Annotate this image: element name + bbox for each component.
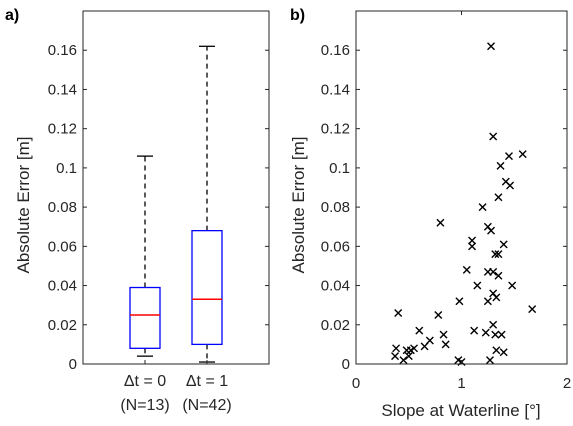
- panel-b-axes-box: [355, 10, 568, 365]
- scatter-point: [425, 336, 434, 345]
- scatter-point: [499, 348, 508, 357]
- panel-a-y-tick-label: 0: [69, 356, 77, 373]
- panel-b-y-tick-label: 0.12: [321, 121, 350, 138]
- scatter-point: [468, 242, 477, 251]
- scatter-point: [394, 309, 403, 318]
- scatter-point: [491, 330, 500, 339]
- scatter-point: [504, 152, 513, 161]
- scatter-point: [487, 42, 496, 51]
- panel-a-x-tick-label: Δt = 1: [186, 373, 228, 390]
- scatter-point: [487, 226, 496, 235]
- panel-b-y-tick-label: 0.08: [321, 199, 350, 216]
- panel-b-y-tick-label: 0.02: [321, 317, 350, 334]
- scatter-point: [492, 293, 501, 302]
- scatter-point: [470, 326, 479, 335]
- scatter-point: [439, 330, 448, 339]
- scatter-point: [528, 305, 537, 314]
- scatter-point: [485, 356, 494, 365]
- scatter-point: [462, 265, 471, 274]
- panel-a-y-tick-label: 0.02: [48, 317, 77, 334]
- panel-a-y-tick-label: 0.04: [48, 278, 77, 295]
- panel-a-y-tick-label: 0.12: [48, 121, 77, 138]
- scatter-point: [478, 203, 487, 212]
- scatter-point: [508, 281, 517, 290]
- scatter-point: [489, 267, 498, 276]
- scatter-point: [499, 240, 508, 249]
- panel-b-x-tick-label: 1: [457, 375, 465, 392]
- panel-a-x-tick-label: Δt = 0: [124, 373, 166, 390]
- panel-a-y-tick-label: 0.08: [48, 199, 77, 216]
- scatter-point: [410, 344, 419, 353]
- scatter-point: [399, 356, 408, 365]
- panel-b-y-tick-label: 0.06: [321, 238, 350, 255]
- scatter-point: [491, 250, 500, 259]
- panel-b-x-axis-label: Slope at Waterline [°]: [381, 401, 540, 420]
- scatter-point: [496, 161, 505, 170]
- panel-b-y-axis-label: Absolute Error [m]: [289, 137, 308, 274]
- scatter-point: [436, 218, 445, 227]
- scatter-point: [455, 297, 464, 306]
- panel-b-y-tick-label: 0.04: [321, 278, 350, 295]
- scatter-point: [434, 310, 443, 319]
- scatter-point: [473, 281, 482, 290]
- panel-a-axes-box: [82, 10, 270, 365]
- box-iqr: [129, 286, 161, 349]
- scatter-point: [518, 150, 527, 159]
- scatter-point: [391, 352, 400, 361]
- panel-b-y-tick-label: 0.14: [321, 81, 350, 98]
- scatter-point: [481, 328, 490, 337]
- panel-b-x-tick-label: 2: [563, 375, 571, 392]
- scatter-point: [489, 320, 498, 329]
- panel-a-boxplot: a) Absolute Error [m] 0 0.02 0.04 0.06 0.08 0…: [5, 7, 270, 414]
- scatter-point: [497, 330, 506, 339]
- panel-a-y-axis-label: Absolute Error [m]: [14, 137, 33, 274]
- scatter-point: [483, 297, 492, 306]
- panel-a-y-tick-label: 0.16: [48, 42, 77, 59]
- box-iqr: [191, 229, 223, 346]
- panel-a-x-tick-sublabel: (N=13): [120, 397, 169, 414]
- scatter-point: [492, 346, 501, 355]
- scatter-point: [489, 132, 498, 141]
- panel-b-x-tick-label: 0: [352, 375, 360, 392]
- panel-a-x-tick-sublabel: (N=42): [182, 397, 231, 414]
- scatter-point: [415, 326, 424, 335]
- panel-a-y-tick-label: 0.14: [48, 81, 77, 98]
- panel-a-y-tick-label: 0.1: [56, 160, 77, 177]
- panel-a-label: a): [5, 7, 19, 24]
- scatter-point: [404, 352, 413, 361]
- panel-b-y-tick-label: 0.1: [329, 160, 350, 177]
- scatter-point: [494, 193, 503, 202]
- panel-b-label: b): [290, 7, 305, 24]
- scatter-point: [441, 340, 450, 349]
- scatter-point: [494, 250, 503, 259]
- scatter-point: [506, 181, 515, 190]
- panel-b-scatter: b) Absolute Error [m] 0 0.02 0.04 0.06 0.08 0…: [289, 7, 571, 420]
- panel-b-y-tick-label: 0: [342, 356, 350, 373]
- scatter-point: [468, 236, 477, 245]
- panel-b-y-tick-label: 0.16: [321, 42, 350, 59]
- scatter-point: [392, 344, 401, 353]
- scatter-point: [494, 271, 503, 280]
- panel-a-y-tick-label: 0.06: [48, 238, 77, 255]
